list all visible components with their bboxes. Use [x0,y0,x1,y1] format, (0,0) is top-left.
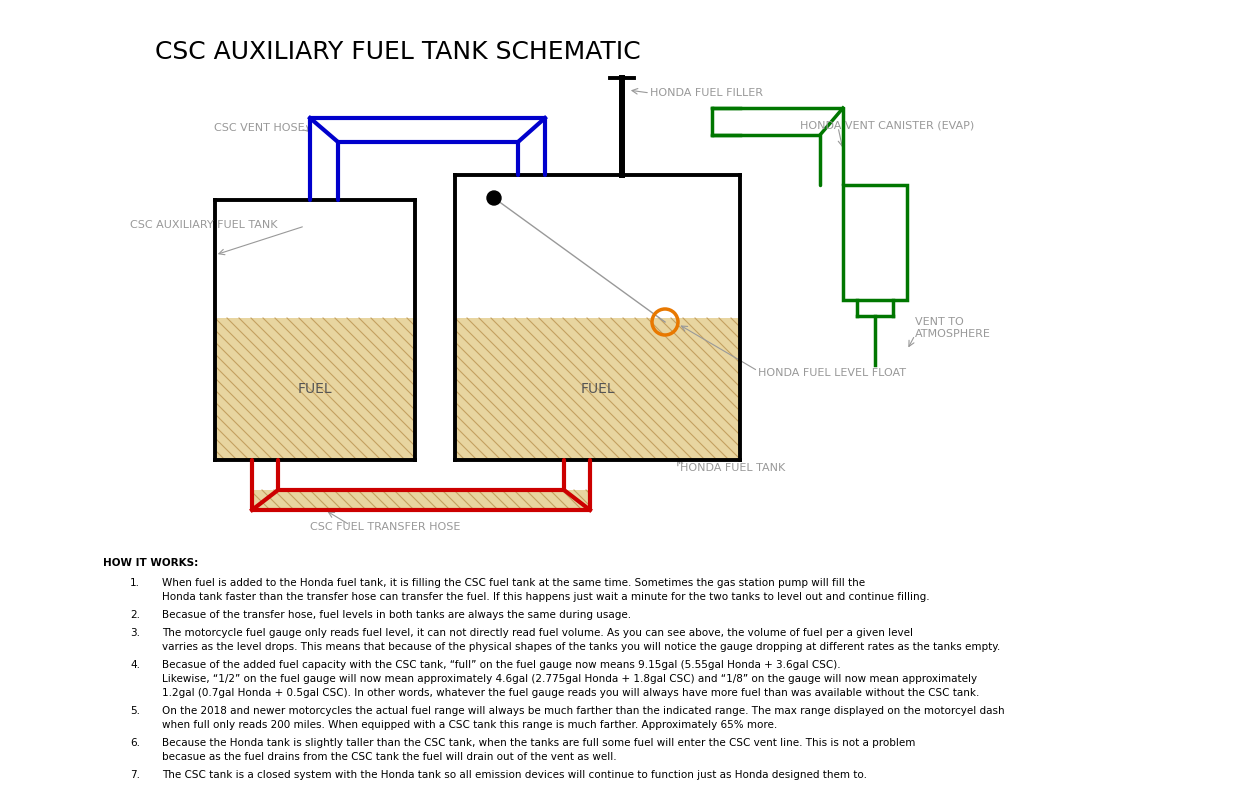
Text: CSC FUEL TRANSFER HOSE: CSC FUEL TRANSFER HOSE [310,522,460,532]
Text: Because the Honda tank is slightly taller than the CSC tank, when the tanks are : Because the Honda tank is slightly talle… [162,738,915,748]
Text: HONDA VENT CANISTER (EVAP): HONDA VENT CANISTER (EVAP) [800,120,975,130]
Text: HOW IT WORKS:: HOW IT WORKS: [103,558,198,568]
Text: 3.: 3. [130,628,140,638]
Bar [252,490,590,510]
Bar [215,318,414,460]
Text: 2.: 2. [130,610,140,620]
Text: varries as the level drops. This means that because of the physical shapes of th: varries as the level drops. This means t… [162,642,1001,652]
Text: The motorcycle fuel gauge only reads fuel level, it can not directly read fuel v: The motorcycle fuel gauge only reads fue… [162,628,913,638]
Bar [455,318,740,460]
Text: FUEL: FUEL [298,382,333,396]
Text: 7.: 7. [130,770,140,780]
Text: CSC AUXILIARY FUEL TANK: CSC AUXILIARY FUEL TANK [130,220,277,230]
Text: CSC VENT HOSE: CSC VENT HOSE [214,123,306,133]
Text: VENT TO
ATMOSPHERE: VENT TO ATMOSPHERE [915,317,991,339]
Text: when full only reads 200 miles. When equipped with a CSC tank this range is much: when full only reads 200 miles. When equ… [162,720,777,730]
Text: The CSC tank is a closed system with the Honda tank so all emission devices will: The CSC tank is a closed system with the… [162,770,867,780]
Text: CSC AUXILIARY FUEL TANK SCHEMATIC: CSC AUXILIARY FUEL TANK SCHEMATIC [155,40,641,64]
Text: 1.: 1. [130,578,140,588]
Text: HONDA FUEL FILLER: HONDA FUEL FILLER [649,88,763,98]
Text: 5.: 5. [130,706,140,716]
Text: HONDA FUEL TANK: HONDA FUEL TANK [680,463,785,473]
Text: Honda tank faster than the transfer hose can transfer the fuel. If this happens : Honda tank faster than the transfer hose… [162,592,930,602]
Text: 1.2gal (0.7gal Honda + 0.5gal CSC). In other words, whatever the fuel gauge read: 1.2gal (0.7gal Honda + 0.5gal CSC). In o… [162,688,980,698]
Text: Becasue of the transfer hose, fuel levels in both tanks are always the same duri: Becasue of the transfer hose, fuel level… [162,610,631,620]
Text: When fuel is added to the Honda fuel tank, it is filling the CSC fuel tank at th: When fuel is added to the Honda fuel tan… [162,578,865,588]
Text: FUEL: FUEL [580,382,615,396]
Text: Becasue of the added fuel capacity with the CSC tank, “full” on the fuel gauge n: Becasue of the added fuel capacity with … [162,660,841,670]
Bar [842,185,907,300]
Text: 4.: 4. [130,660,140,670]
Text: becasue as the fuel drains from the CSC tank the fuel will drain out of the vent: becasue as the fuel drains from the CSC … [162,752,616,762]
Text: HONDA FUEL LEVEL FLOAT: HONDA FUEL LEVEL FLOAT [758,368,905,378]
Text: 6.: 6. [130,738,140,748]
Text: On the 2018 and newer motorcycles the actual fuel range will always be much fart: On the 2018 and newer motorcycles the ac… [162,706,1004,716]
Circle shape [487,191,501,205]
Text: Likewise, “1/2” on the fuel gauge will now mean approximately 4.6gal (2.775gal H: Likewise, “1/2” on the fuel gauge will n… [162,674,977,684]
